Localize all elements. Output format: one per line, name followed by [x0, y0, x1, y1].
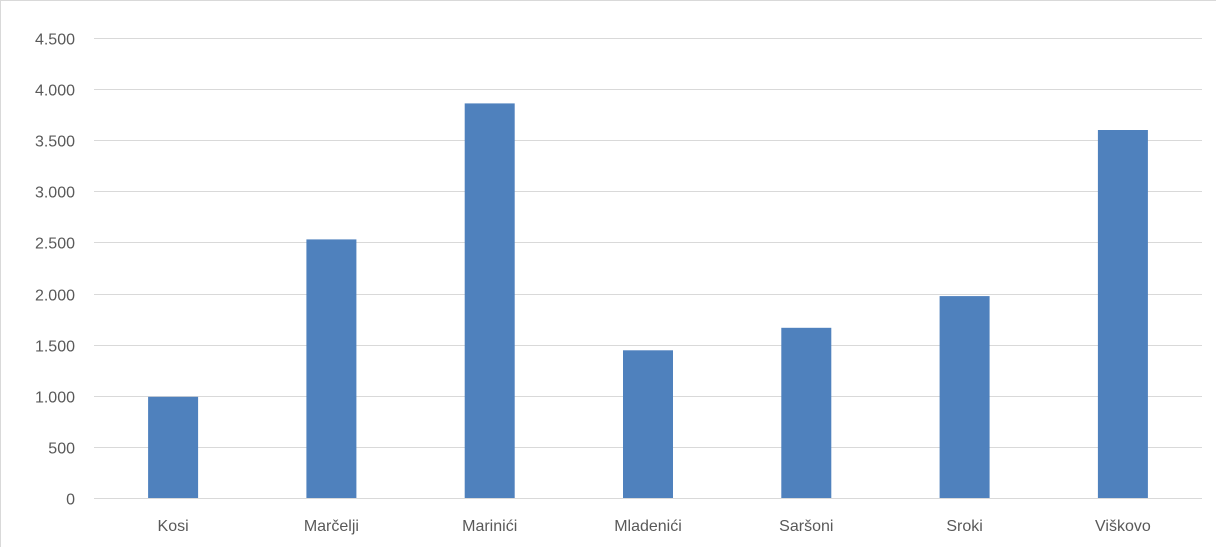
- x-tick-label: Kosi: [158, 518, 189, 535]
- x-tick-label: Saršoni: [779, 518, 833, 535]
- x-axis-labels: Kosi Marčelji Marinići Mladenići Saršoni Srok…: [158, 518, 1151, 535]
- bar: [464, 103, 515, 499]
- x-tick-label: Marinići: [462, 518, 517, 535]
- y-tick-label: 4.500: [35, 32, 75, 49]
- y-tick-label: 1.000: [35, 390, 75, 407]
- y-tick-label: 4.000: [35, 83, 75, 100]
- x-tick-label: Mladenići: [614, 518, 682, 535]
- y-tick-label: 500: [48, 441, 75, 458]
- bar: [148, 396, 199, 498]
- y-axis-labels: 0 500 1.000 1.500 2.000 2.500 3.000 3.500 4.000 4…: [35, 32, 75, 509]
- bar: [781, 327, 832, 498]
- x-tick-label: Marčelji: [304, 518, 359, 535]
- bar: [939, 296, 990, 498]
- y-tick-label: 0: [66, 492, 75, 509]
- bar: [1097, 130, 1148, 498]
- y-tick-label: 3.000: [35, 185, 75, 202]
- y-tick-label: 3.500: [35, 134, 75, 151]
- x-tick-label: Viškovo: [1095, 518, 1151, 535]
- y-tick-label: 1.500: [35, 339, 75, 356]
- x-tick-label: Sroki: [946, 518, 982, 535]
- gridlines: [94, 38, 1202, 499]
- bar: [306, 239, 357, 498]
- y-tick-label: 2.000: [35, 288, 75, 305]
- bars: [148, 103, 1148, 499]
- bar: [623, 350, 673, 498]
- y-tick-label: 2.500: [35, 236, 75, 253]
